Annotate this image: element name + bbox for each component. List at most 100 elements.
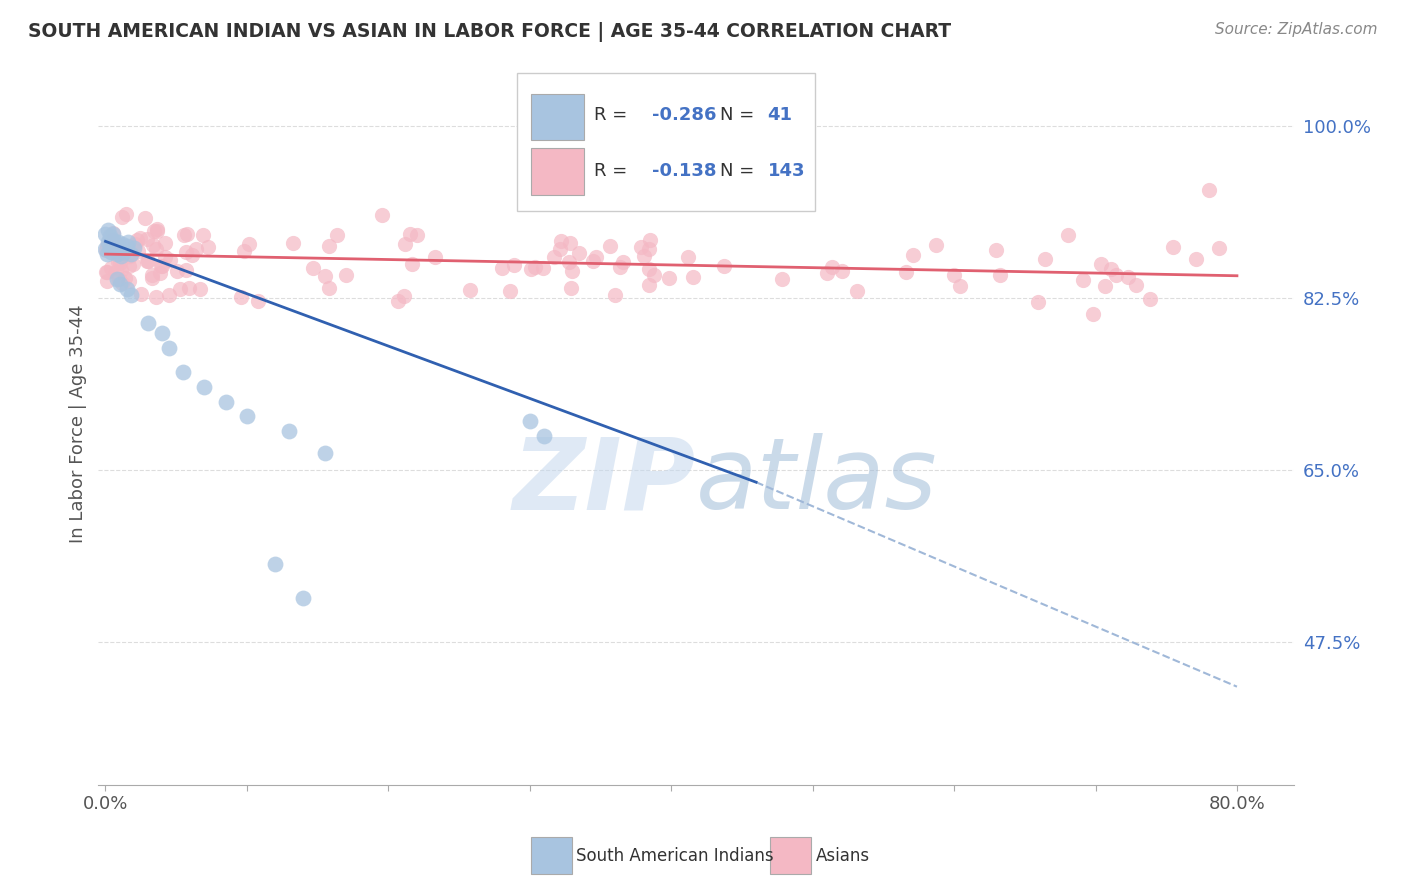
Point — [302, 260, 325, 275]
Point — [94, 265, 117, 279]
Point — [713, 259, 735, 273]
Point — [118, 275, 141, 289]
Point — [1033, 252, 1056, 267]
Point — [142, 237, 165, 252]
Point — [96, 265, 118, 279]
Point — [831, 263, 853, 277]
Point — [120, 247, 142, 261]
Point — [499, 284, 522, 298]
Point — [136, 253, 159, 268]
Point — [1208, 241, 1230, 255]
Point — [157, 288, 180, 302]
Point — [326, 228, 349, 243]
Point — [120, 288, 142, 302]
Point — [148, 266, 170, 280]
Point — [247, 294, 270, 309]
Point — [94, 242, 117, 256]
Point — [179, 281, 201, 295]
Point — [533, 429, 555, 443]
Point — [188, 282, 211, 296]
Point — [1099, 262, 1122, 277]
Point — [520, 262, 543, 277]
Point — [96, 274, 118, 288]
Point — [118, 259, 141, 273]
Point — [97, 222, 120, 236]
Text: -0.286: -0.286 — [652, 106, 716, 124]
Point — [943, 268, 966, 282]
Point — [630, 240, 652, 254]
Point — [101, 239, 124, 253]
Point — [281, 236, 304, 251]
Point — [129, 286, 152, 301]
Point — [112, 245, 135, 260]
Text: N =: N = — [720, 161, 759, 180]
Y-axis label: In Labor Force | Age 35-44: In Labor Force | Age 35-44 — [69, 304, 87, 543]
Point — [901, 248, 924, 262]
Point — [136, 316, 159, 330]
Point — [215, 394, 238, 409]
Point — [599, 239, 621, 253]
Point — [264, 557, 287, 571]
Point — [146, 222, 169, 236]
Point — [405, 228, 427, 243]
Point — [605, 288, 627, 302]
Point — [191, 228, 214, 243]
Point — [142, 224, 165, 238]
Point — [1125, 278, 1147, 293]
Point — [150, 260, 173, 274]
Point — [638, 277, 661, 292]
Text: atlas: atlas — [696, 433, 938, 530]
Point — [236, 409, 259, 424]
Point — [117, 235, 139, 250]
Point — [643, 268, 665, 282]
Point — [107, 247, 129, 261]
Point — [94, 243, 117, 257]
Text: 143: 143 — [768, 161, 806, 180]
FancyBboxPatch shape — [517, 73, 815, 211]
Point — [166, 263, 188, 277]
Point — [121, 257, 143, 271]
Point — [815, 266, 838, 280]
Point — [101, 234, 124, 248]
Point — [118, 249, 141, 263]
Point — [159, 252, 181, 267]
Point — [122, 241, 145, 255]
Point — [533, 261, 555, 276]
Point — [609, 260, 631, 274]
Text: SOUTH AMERICAN INDIAN VS ASIAN IN LABOR FORCE | AGE 35-44 CORRELATION CHART: SOUTH AMERICAN INDIAN VS ASIAN IN LABOR … — [28, 22, 952, 42]
Text: ZIP: ZIP — [513, 433, 696, 530]
Point — [97, 239, 120, 253]
Point — [1071, 273, 1094, 287]
Point — [1083, 307, 1105, 321]
Point — [96, 247, 118, 261]
Point — [585, 250, 607, 264]
Point — [127, 244, 149, 258]
Point — [394, 237, 416, 252]
Text: -0.138: -0.138 — [652, 161, 716, 180]
FancyBboxPatch shape — [531, 95, 583, 140]
Point — [1161, 240, 1184, 254]
Point — [98, 229, 121, 244]
Point — [150, 260, 173, 274]
Point — [186, 243, 208, 257]
Point — [896, 265, 918, 279]
Point — [550, 234, 572, 248]
Point — [110, 262, 132, 277]
Point — [98, 242, 121, 256]
Point — [519, 414, 541, 428]
Point — [491, 261, 513, 276]
Point — [101, 227, 124, 242]
Point — [612, 255, 634, 269]
Point — [108, 277, 131, 291]
Point — [105, 247, 128, 261]
Point — [558, 255, 581, 269]
Point — [401, 257, 423, 271]
Point — [94, 227, 117, 242]
Point — [238, 237, 260, 252]
Point — [141, 271, 163, 285]
Point — [503, 258, 526, 272]
Point — [399, 227, 422, 241]
Point — [638, 242, 661, 256]
Point — [658, 270, 681, 285]
Point — [1028, 295, 1050, 310]
